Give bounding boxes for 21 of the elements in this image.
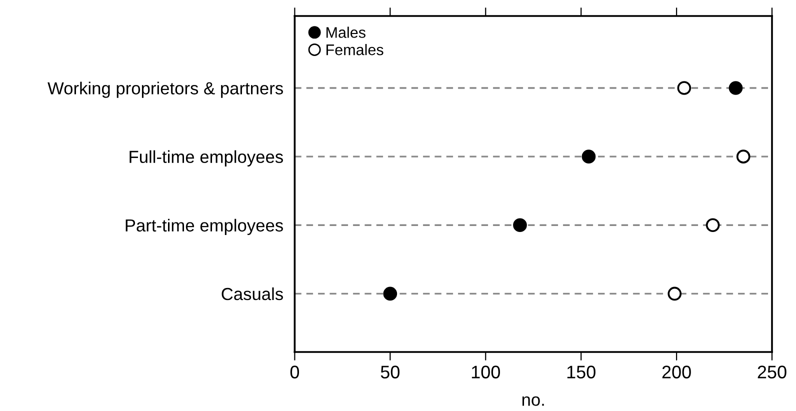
point	[513, 218, 527, 232]
point	[728, 81, 743, 95]
point	[582, 150, 596, 164]
y-tick-label: Casuals	[222, 287, 283, 300]
y-tick-label: Full-time employees	[130, 150, 283, 166]
legend-label: Females	[326, 44, 384, 56]
point	[383, 286, 398, 301]
x-tick-label: 100	[472, 366, 500, 378]
point	[706, 218, 720, 232]
point	[736, 150, 750, 164]
x-tick-label: 150	[567, 366, 596, 378]
x-tick-label: 0	[290, 366, 300, 378]
y-tick-label: Working proprietors & partners	[48, 82, 283, 98]
x-tick-label: 250	[758, 366, 786, 378]
point	[668, 286, 682, 301]
x-axis-title: no.	[522, 396, 544, 406]
x-tick-label: 50	[380, 366, 400, 378]
x-tick-label: 200	[662, 366, 691, 378]
y-tick-label: Part-time employees	[126, 218, 283, 236]
legend-label: Males	[326, 26, 366, 38]
point	[677, 81, 692, 95]
